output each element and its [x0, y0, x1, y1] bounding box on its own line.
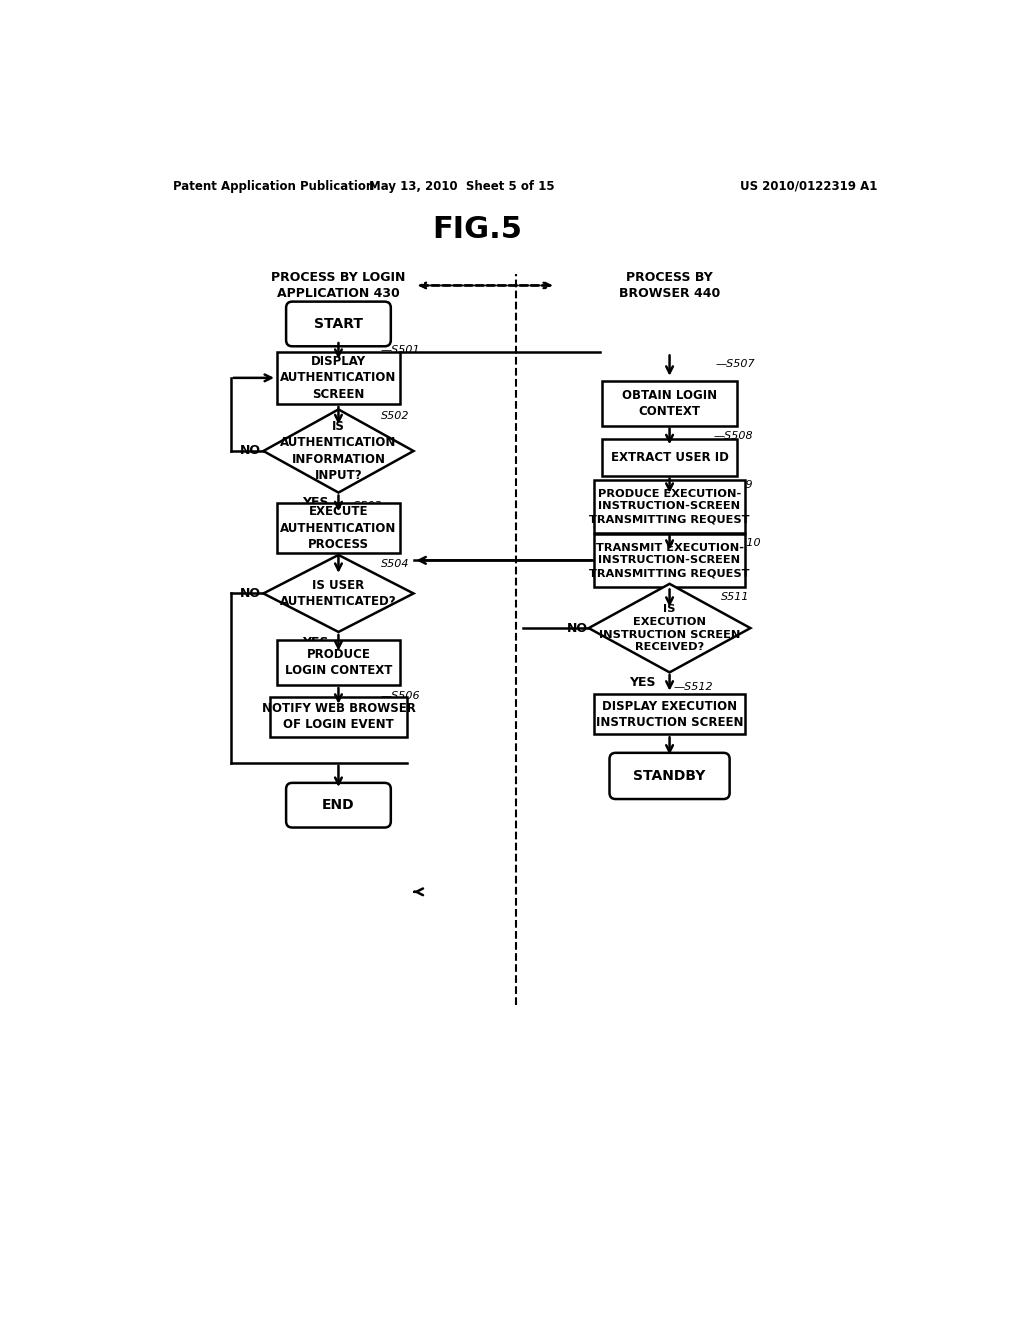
Bar [595, 535, 744, 586]
Polygon shape [589, 583, 751, 672]
Text: TRANSMIT EXECUTION-
INSTRUCTION-SCREEN
TRANSMITTING REQUEST: TRANSMIT EXECUTION- INSTRUCTION-SCREEN T… [589, 543, 750, 578]
Text: —S506: —S506 [381, 690, 421, 701]
Text: YES: YES [302, 496, 329, 508]
Text: —S507: —S507 [716, 359, 756, 370]
Text: PROCESS BY
BROWSER 440: PROCESS BY BROWSER 440 [618, 271, 720, 300]
Bar [602, 438, 737, 475]
Bar [595, 480, 744, 533]
Text: S504: S504 [381, 560, 410, 569]
FancyBboxPatch shape [286, 302, 391, 346]
Text: PROCESS BY LOGIN
APPLICATION 430: PROCESS BY LOGIN APPLICATION 430 [271, 271, 406, 300]
Text: —S512: —S512 [674, 682, 713, 692]
Text: YES: YES [302, 636, 329, 649]
Text: NO: NO [240, 587, 260, 601]
Text: END: END [323, 799, 354, 812]
Text: —S505: —S505 [342, 642, 382, 651]
Text: Patent Application Publication: Patent Application Publication [173, 180, 374, 193]
Bar [276, 351, 400, 404]
FancyBboxPatch shape [286, 783, 391, 828]
Text: —S509: —S509 [714, 480, 753, 490]
Text: —S503: —S503 [342, 502, 382, 511]
Text: NO: NO [566, 622, 588, 635]
Text: PRODUCE
LOGIN CONTEXT: PRODUCE LOGIN CONTEXT [285, 648, 392, 677]
Bar [276, 503, 400, 553]
Polygon shape [263, 409, 414, 492]
Text: YES: YES [630, 676, 655, 689]
Text: —S501: —S501 [381, 345, 421, 355]
Text: OBTAIN LOGIN
CONTEXT: OBTAIN LOGIN CONTEXT [622, 388, 717, 418]
FancyBboxPatch shape [609, 752, 730, 799]
Text: May 13, 2010  Sheet 5 of 15: May 13, 2010 Sheet 5 of 15 [369, 180, 554, 193]
Text: START: START [314, 317, 362, 331]
Text: US 2010/0122319 A1: US 2010/0122319 A1 [740, 180, 878, 193]
Text: IS
AUTHENTICATION
INFORMATION
INPUT?: IS AUTHENTICATION INFORMATION INPUT? [281, 420, 396, 482]
Text: DISPLAY
AUTHENTICATION
SCREEN: DISPLAY AUTHENTICATION SCREEN [281, 355, 396, 401]
Text: EXECUTE
AUTHENTICATION
PROCESS: EXECUTE AUTHENTICATION PROCESS [281, 506, 396, 550]
Bar [595, 694, 744, 734]
Bar [602, 381, 737, 425]
Text: —S508: —S508 [714, 432, 753, 441]
Text: IS
EXECUTION
INSTRUCTION SCREEN
RECEIVED?: IS EXECUTION INSTRUCTION SCREEN RECEIVED… [599, 605, 740, 652]
Text: IS USER
AUTHENTICATED?: IS USER AUTHENTICATED? [281, 578, 396, 609]
Text: NO: NO [240, 445, 260, 458]
Text: NOTIFY WEB BROWSER
OF LOGIN EVENT: NOTIFY WEB BROWSER OF LOGIN EVENT [261, 702, 416, 731]
Text: FIG.5: FIG.5 [432, 215, 522, 244]
Polygon shape [263, 554, 414, 632]
Bar [276, 640, 400, 685]
Text: —S510: —S510 [721, 539, 761, 548]
Bar [270, 697, 407, 737]
Text: DISPLAY EXECUTION
INSTRUCTION SCREEN: DISPLAY EXECUTION INSTRUCTION SCREEN [596, 700, 743, 729]
Text: S502: S502 [381, 411, 410, 421]
Text: S511: S511 [721, 593, 750, 602]
Text: EXTRACT USER ID: EXTRACT USER ID [610, 450, 728, 463]
Text: STANDBY: STANDBY [634, 770, 706, 783]
Text: PRODUCE EXECUTION-
INSTRUCTION-SCREEN
TRANSMITTING REQUEST: PRODUCE EXECUTION- INSTRUCTION-SCREEN TR… [589, 488, 750, 524]
